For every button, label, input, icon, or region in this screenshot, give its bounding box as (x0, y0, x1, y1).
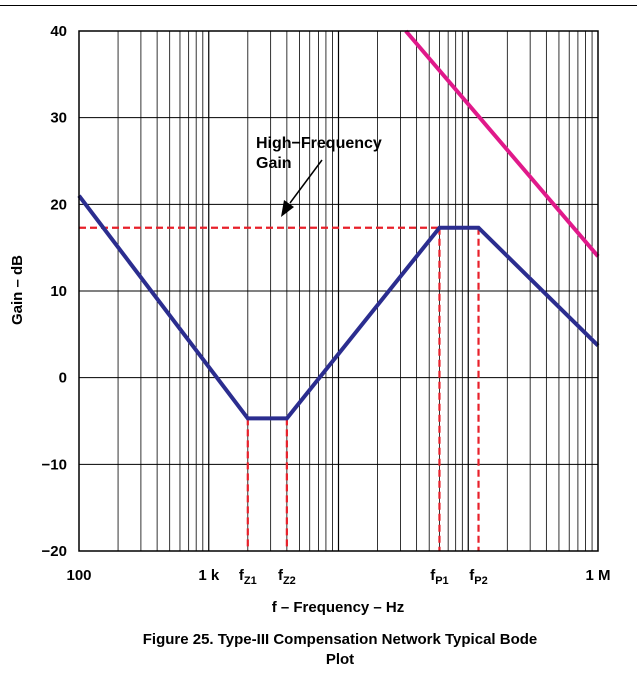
freq-marker-label: fZ2 (278, 567, 296, 587)
caption-line-2: Plot (325, 651, 355, 668)
compensation-gain-line (77, 194, 600, 421)
y-tick-label: −20 (42, 543, 67, 560)
series (77, 29, 600, 421)
x-axis-label: f – Frequency – Hz (272, 599, 405, 616)
caption-line-1: Figure 25. Type-III Compensation Network… (142, 631, 538, 648)
y-tick-label: 20 (50, 196, 67, 213)
annotation-arrow-shaft (289, 159, 323, 204)
freq-marker-label: fP1 (430, 567, 448, 587)
y-tick-label: −10 (42, 456, 67, 473)
y-tick-label: 40 (50, 23, 67, 40)
y-axis-label: Gain – dB (9, 255, 26, 325)
dashed-reference-lines (79, 226, 480, 551)
x-tick-label: 100 (66, 567, 91, 584)
y-tick-label: 0 (59, 370, 67, 387)
freq-marker-label: fP2 (469, 567, 487, 587)
plot-frame (78, 30, 599, 552)
annotation-line-2: Gain (256, 155, 292, 172)
x-tick-label: 1 M (585, 567, 610, 584)
annotation-line-1: High−Frequency (256, 135, 382, 152)
y-tick-label: 30 (50, 110, 67, 127)
freq-marker-label: fZ1 (239, 567, 257, 587)
x-tick-label: 1 k (198, 567, 220, 584)
top-rule (0, 5, 637, 6)
y-tick-label: 10 (50, 283, 67, 300)
figure-caption: Figure 25. Type-III Compensation Network… (60, 630, 620, 670)
grid (79, 31, 598, 551)
annotation: High−Frequency Gain (256, 135, 382, 217)
magenta-gain-line (404, 29, 600, 258)
annotation-arrow-head (281, 200, 294, 217)
